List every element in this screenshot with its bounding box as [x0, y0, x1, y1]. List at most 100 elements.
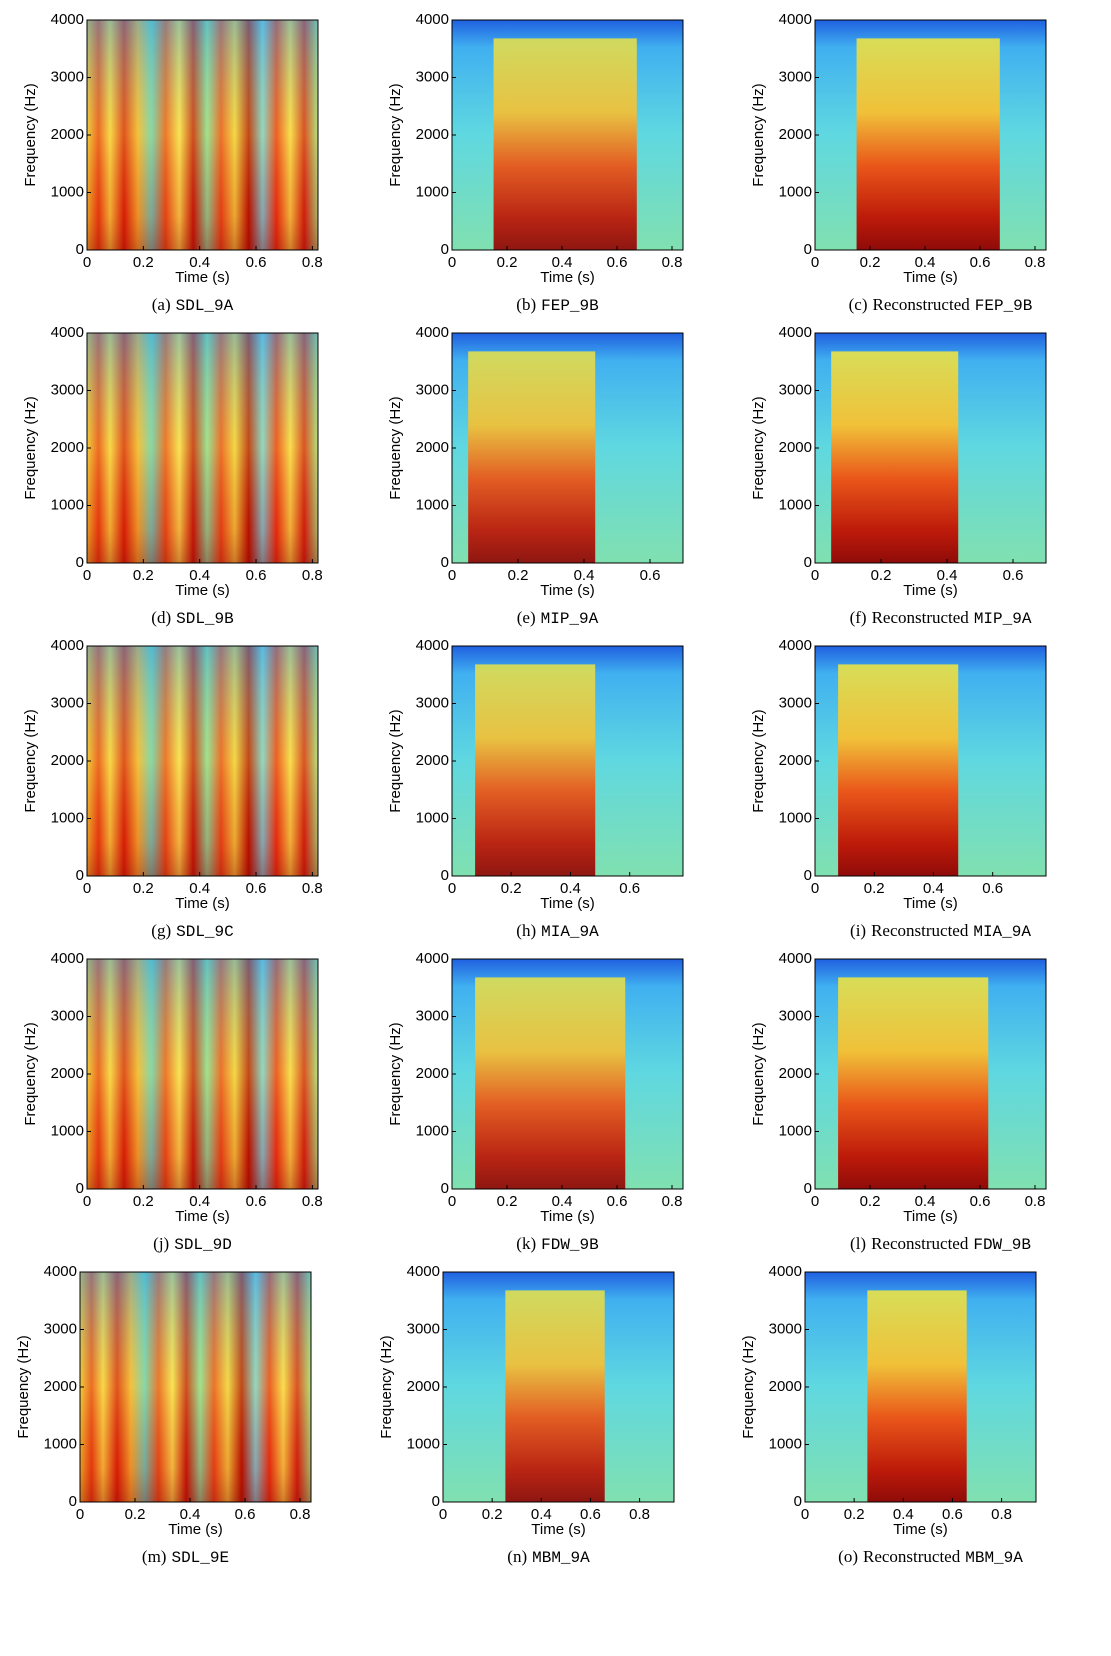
x-axis-label: Time (s) [175, 269, 229, 286]
subplot: 0 0.2 0.4 0.6 0.8 0 1000 2000 3000 4000 Time (s) Fr… [22, 950, 323, 1254]
x-tick-label: 0.8 [290, 1506, 311, 1523]
caption: (g) SDL_9C [151, 921, 233, 941]
y-tick-label: 2000 [51, 752, 84, 769]
x-axis-label: Time (s) [903, 269, 957, 286]
spectrogram-shade [87, 646, 318, 876]
x-tick-label: 0.8 [991, 1506, 1012, 1523]
x-axis-label: Time (s) [175, 582, 229, 599]
voiced-region [856, 38, 1000, 251]
subplot: 0 0.2 0.4 0.6 0.8 0 1000 2000 3000 4000 Time (s) Fr… [387, 11, 684, 315]
caption-label: (e) [517, 608, 536, 627]
x-tick-label: 0.2 [482, 1506, 503, 1523]
y-tick-label: 0 [804, 867, 812, 884]
y-tick-label: 2000 [779, 1065, 812, 1082]
y-tick-label: 1000 [416, 183, 449, 200]
y-tick-label: 1000 [416, 809, 449, 826]
caption-text: Reconstructed [871, 921, 969, 940]
y-tick-label: 1000 [416, 1122, 449, 1139]
caption-code: SDL_9D [174, 1236, 232, 1254]
x-tick-label: 0.6 [246, 254, 267, 271]
caption-text: Reconstructed [872, 608, 970, 627]
x-tick-label: 0.2 [133, 254, 154, 271]
x-tick-label: 0.6 [619, 880, 640, 897]
x-tick-label: 0.6 [246, 880, 267, 897]
y-tick-label: 1000 [51, 1122, 84, 1139]
caption: (n) MBM_9A [507, 1547, 590, 1567]
x-tick-label: 0.8 [1025, 1193, 1046, 1210]
x-tick-label: 0.4 [560, 880, 581, 897]
subplot: 0 0.2 0.4 0.6 0.8 0 1000 2000 3000 4000 Time (s) Fr… [740, 1263, 1037, 1567]
y-tick-label: 2000 [407, 1378, 440, 1395]
caption-code: FEP_9B [541, 297, 599, 315]
caption-code: SDL_9E [171, 1549, 229, 1567]
x-axis-label: Time (s) [168, 1521, 222, 1538]
x-tick-label: 0.2 [501, 880, 522, 897]
x-tick-label: 0.4 [189, 1193, 210, 1210]
x-tick-label: 0.8 [1025, 254, 1046, 271]
caption: (o) Reconstructed MBM_9A [838, 1547, 1023, 1567]
y-tick-label: 0 [76, 554, 84, 571]
y-axis-label: Frequency (Hz) [387, 396, 404, 499]
y-tick-label: 0 [69, 1493, 77, 1510]
x-tick-label: 0.2 [864, 880, 885, 897]
caption-label: (j) [153, 1234, 169, 1253]
x-tick-label: 0.6 [982, 880, 1003, 897]
voiced-region [475, 664, 596, 876]
x-tick-label: 0.2 [133, 1193, 154, 1210]
y-tick-label: 2000 [779, 439, 812, 456]
y-tick-label: 0 [804, 554, 812, 571]
caption: (b) FEP_9B [516, 295, 598, 315]
caption: (d) SDL_9B [151, 608, 233, 628]
y-tick-label: 4000 [51, 324, 84, 341]
y-tick-label: 2000 [779, 752, 812, 769]
y-tick-label: 4000 [779, 11, 812, 28]
x-tick-label: 0.6 [235, 1506, 256, 1523]
x-tick-label: 0.2 [508, 567, 529, 584]
x-axis-label: Time (s) [540, 1208, 594, 1225]
caption-label: (o) [838, 1547, 858, 1566]
x-tick-label: 0.6 [1003, 567, 1024, 584]
y-tick-label: 0 [804, 1180, 812, 1197]
y-axis-label: Frequency (Hz) [387, 1022, 404, 1125]
caption-code: MIA_9A [973, 923, 1031, 941]
y-tick-label: 1000 [779, 496, 812, 513]
caption: (j) SDL_9D [153, 1234, 232, 1254]
y-tick-label: 1000 [407, 1435, 440, 1452]
y-axis-label: Frequency (Hz) [22, 396, 39, 499]
y-tick-label: 0 [441, 241, 449, 258]
x-tick-label: 0.4 [189, 254, 210, 271]
subplot: 0 0.2 0.4 0.6 0 1000 2000 3000 4000 Time (s) Frequ… [750, 637, 1047, 941]
x-tick-label: 0.4 [915, 254, 936, 271]
caption-label: (g) [151, 921, 171, 940]
y-tick-label: 3000 [416, 1007, 449, 1024]
y-tick-label: 1000 [779, 1122, 812, 1139]
x-tick-label: 0.4 [937, 567, 958, 584]
caption: (l) Reconstructed FDW_9B [850, 1234, 1031, 1254]
x-tick-label: 0 [811, 1193, 819, 1210]
x-tick-label: 0.2 [860, 254, 881, 271]
voiced-region [468, 351, 596, 563]
caption: (k) FDW_9B [516, 1234, 598, 1254]
y-tick-label: 3000 [779, 1007, 812, 1024]
x-tick-label: 0 [811, 254, 819, 271]
caption-label: (l) [850, 1234, 866, 1253]
caption: (m) SDL_9E [142, 1547, 229, 1567]
spectrogram-shade [87, 333, 318, 563]
y-tick-label: 3000 [44, 1320, 77, 1337]
x-axis-label: Time (s) [175, 1208, 229, 1225]
caption-code: MIP_9A [974, 610, 1032, 628]
x-tick-label: 0.2 [871, 567, 892, 584]
caption-label: (i) [850, 921, 866, 940]
x-tick-label: 0.6 [246, 567, 267, 584]
x-tick-label: 0 [811, 567, 819, 584]
y-tick-label: 4000 [416, 950, 449, 967]
y-tick-label: 4000 [779, 324, 812, 341]
caption-text: Reconstructed [863, 1547, 961, 1566]
x-tick-label: 0.2 [133, 880, 154, 897]
y-axis-label: Frequency (Hz) [378, 1335, 395, 1438]
y-tick-label: 4000 [416, 11, 449, 28]
y-tick-label: 2000 [779, 126, 812, 143]
y-axis-label: Frequency (Hz) [750, 396, 767, 499]
x-axis-label: Time (s) [540, 895, 594, 912]
y-tick-label: 3000 [51, 68, 84, 85]
